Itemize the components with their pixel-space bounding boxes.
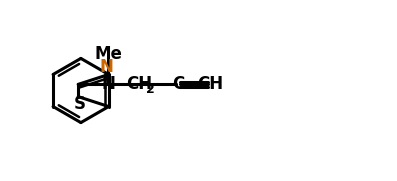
- Text: CH: CH: [126, 75, 152, 93]
- Text: S: S: [74, 95, 86, 113]
- Text: N: N: [102, 75, 116, 93]
- Text: Me: Me: [94, 45, 122, 63]
- Text: 2: 2: [146, 83, 154, 96]
- Text: C: C: [172, 75, 184, 93]
- Text: N: N: [100, 58, 114, 76]
- Text: CH: CH: [197, 75, 223, 93]
